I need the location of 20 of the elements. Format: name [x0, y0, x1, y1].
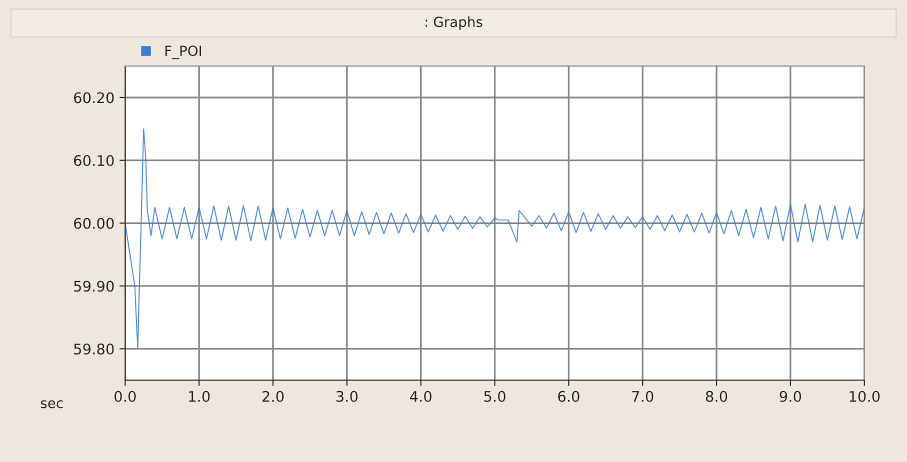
x-tick-label: 1.0: [189, 390, 210, 402]
y-tick-label: 60.10: [74, 155, 114, 166]
x-tick-label: 0.0: [114, 390, 136, 402]
x-axis-title: sec: [40, 400, 63, 408]
line-series: [125, 128, 864, 350]
y-tick-label: 60.00: [74, 218, 114, 229]
x-tick-label: 4.0: [410, 390, 432, 402]
x-tick-label: 10.0: [850, 390, 880, 402]
chart-title: : Graphs: [426, 16, 482, 30]
x-tick-label: 3.0: [336, 390, 358, 402]
x-tick-label: 2.0: [262, 390, 284, 402]
y-tick-label: 59.90: [74, 280, 114, 292]
y-tick-label: 59.80: [74, 344, 114, 355]
x-tick-label: 6.0: [558, 390, 580, 402]
legend-label: F_POI: [165, 46, 202, 60]
x-tick-label: 7.0: [632, 390, 654, 402]
x-tick-label: 5.0: [484, 390, 506, 402]
x-tick-label: 9.0: [780, 390, 802, 402]
y-tick-label: 60.20: [74, 92, 114, 104]
x-tick-label: 8.0: [706, 390, 728, 402]
